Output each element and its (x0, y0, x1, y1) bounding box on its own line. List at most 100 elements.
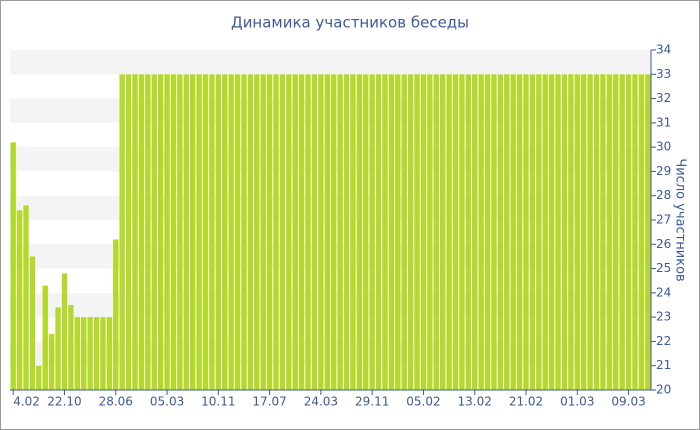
bar (164, 74, 170, 391)
bar (10, 142, 16, 390)
bar (529, 74, 536, 391)
bar (202, 74, 209, 391)
bar (177, 74, 183, 391)
bar (638, 74, 645, 391)
grid-band (10, 50, 651, 75)
bar (234, 74, 241, 391)
y-tick-label: 33 (656, 67, 671, 81)
bar (36, 365, 42, 390)
bar (619, 74, 625, 391)
bar (593, 74, 600, 391)
bar (100, 317, 106, 390)
y-tick-label: 21 (656, 358, 671, 372)
bar (343, 74, 350, 391)
bar (632, 74, 638, 391)
bar (523, 74, 529, 391)
bar (113, 239, 119, 390)
bar (189, 74, 196, 391)
bar (209, 74, 215, 391)
bar (369, 74, 375, 391)
x-tick-label: 22.10 (47, 395, 81, 409)
y-tick-label: 26 (656, 237, 671, 251)
bar (183, 74, 189, 391)
bar (331, 74, 337, 391)
bar (548, 74, 555, 391)
grid-band (10, 292, 651, 318)
bar (606, 74, 613, 391)
y-axis-label: Число участников (673, 158, 688, 281)
bar (273, 74, 279, 391)
grid-band (10, 98, 651, 123)
x-tick-label: 21.02 (509, 395, 543, 409)
bar (555, 74, 561, 391)
bar (645, 74, 651, 391)
x-tick-label: 24.03 (304, 395, 338, 409)
y-tick-label: 29 (656, 164, 671, 178)
bar (446, 74, 452, 391)
bar (125, 74, 132, 391)
bar (561, 74, 568, 391)
bar (433, 74, 439, 391)
bar (260, 74, 266, 391)
y-tick-label: 24 (656, 285, 671, 299)
grid-band (10, 244, 651, 269)
x-tick-label: 13.02 (458, 395, 492, 409)
bar (478, 74, 484, 391)
bar (228, 74, 234, 391)
bar (61, 273, 68, 390)
bar (241, 74, 247, 391)
bar (414, 74, 420, 391)
bar (222, 74, 228, 391)
y-tick-label: 25 (656, 261, 671, 275)
bar (625, 74, 632, 391)
bar (29, 256, 36, 390)
bar (497, 74, 504, 391)
bar (266, 74, 273, 391)
bar (382, 74, 388, 391)
bar (504, 74, 510, 391)
grid-band (10, 341, 651, 366)
bar (350, 74, 356, 391)
x-tick-label: 09.03 (611, 395, 645, 409)
bar (337, 74, 343, 391)
y-tick-label: 22 (656, 334, 671, 348)
bar (81, 317, 87, 390)
bar (16, 210, 23, 390)
bar (311, 74, 318, 391)
y-tick-label: 20 (656, 383, 671, 397)
x-tick-label: 05.03 (150, 395, 184, 409)
bar (48, 334, 55, 390)
bar (574, 74, 580, 391)
bar (324, 74, 330, 391)
bar (305, 74, 311, 391)
x-tick-label: 05.02 (406, 395, 440, 409)
bar (87, 317, 93, 390)
bar (510, 74, 516, 391)
y-tick-label: 31 (656, 115, 671, 129)
bar (420, 74, 427, 391)
grid-band (10, 147, 651, 172)
bar (23, 205, 29, 390)
x-tick-label: 17.07 (252, 395, 286, 409)
bar (395, 74, 401, 391)
y-tick-label: 23 (656, 310, 671, 324)
bar (74, 317, 80, 390)
bar (516, 74, 523, 391)
bar (407, 74, 414, 391)
bar (427, 74, 433, 391)
bar (472, 74, 478, 391)
bar (286, 74, 292, 391)
y-tick-label: 27 (656, 213, 671, 227)
bar (491, 74, 497, 391)
y-tick-label: 30 (656, 140, 671, 154)
bar (363, 74, 369, 391)
bar (170, 74, 177, 391)
bar (459, 74, 465, 391)
bar (388, 74, 395, 391)
bar (613, 74, 619, 391)
y-tick-label: 28 (656, 188, 671, 202)
bar (215, 74, 222, 391)
bar (484, 74, 491, 391)
bar (93, 317, 100, 390)
